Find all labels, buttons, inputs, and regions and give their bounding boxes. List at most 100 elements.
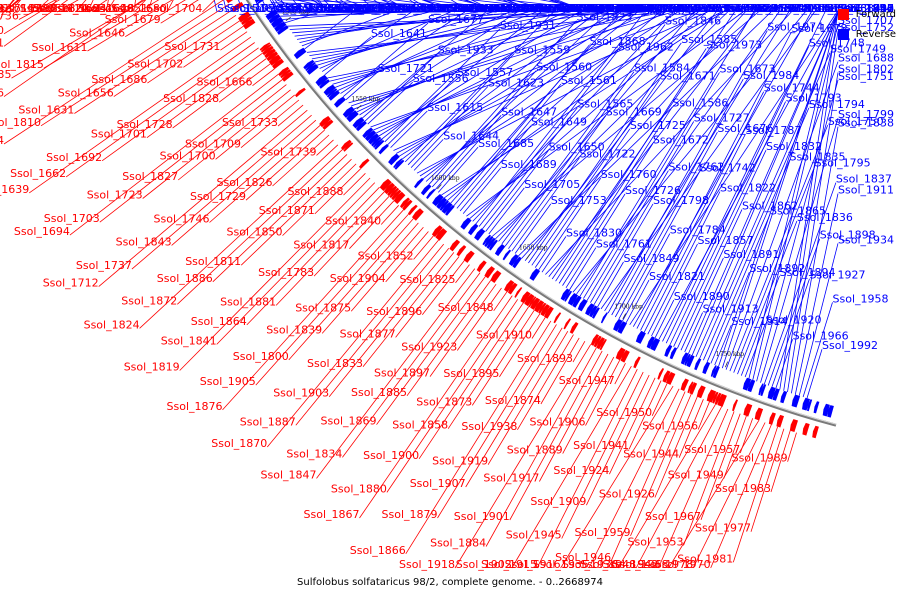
reverse-gene-arrow	[439, 200, 449, 211]
reverse-gene-arrow	[303, 59, 315, 70]
forward-gene-arrow	[238, 11, 251, 23]
leader-line	[798, 243, 839, 396]
forward-gene-label: Ssol_1956	[642, 420, 698, 433]
forward-gene-label: Ssol_1714	[32, 2, 88, 15]
reverse-gene-label: Ssol_1675	[664, 2, 720, 15]
reverse-gene-label: Ssol_1774	[707, 2, 763, 15]
leader-line	[457, 0, 514, 13]
reverse-gene-label: Ssol_1927	[810, 269, 866, 282]
leader-line	[240, 158, 352, 266]
forward-gene-label: Ssol_1959	[575, 526, 631, 539]
reverse-gene-label: Ssol_1937	[673, 2, 729, 15]
forward-gene-label: Ssol_1906	[530, 416, 586, 429]
reverse-gene-label: Ssol_1958	[833, 292, 889, 305]
forward-gene-label: Ssol_1611	[32, 41, 88, 54]
leader-line	[74, 9, 233, 114]
forward-gene-label: Ssol_1866	[350, 544, 406, 557]
leader-line	[269, 0, 279, 13]
reverse-gene-label: Ssol_1708	[838, 2, 894, 15]
reverse-gene-arrow	[589, 305, 598, 318]
leader-line	[342, 272, 481, 458]
reverse-gene-label: Ssol_1748	[809, 36, 865, 49]
reverse-gene-label: Ssol_1641	[371, 27, 427, 40]
reverse-gene-label: Ssol_1749	[830, 43, 886, 56]
forward-gene-label: Ssol_1739	[261, 145, 317, 158]
forward-gene-arrow	[264, 48, 276, 59]
leader-line	[501, 24, 666, 245]
reverse-gene-label: Ssol_1517	[328, 2, 384, 15]
leader-line	[622, 233, 671, 322]
leader-line	[406, 280, 492, 397]
forward-gene-arrow	[341, 139, 352, 151]
reverse-gene-label: Ssol_1640	[606, 2, 662, 15]
leader-line	[183, 25, 244, 68]
forward-gene-arrow	[514, 287, 523, 298]
tick-label: 1500 kbp	[281, 9, 310, 16]
forward-gene-arrow	[714, 392, 722, 405]
leader-line	[405, 320, 552, 555]
leader-line	[791, 126, 839, 394]
reverse-gene-label: Ssol_1724	[632, 2, 688, 15]
reverse-gene-label: Ssol_1805	[556, 2, 612, 15]
forward-gene-label: Ssol_1630	[0, 2, 4, 15]
forward-gene-label: Ssol_1884	[430, 537, 486, 550]
reverse-gene-label: Ssol_1788	[329, 2, 385, 15]
reverse-gene-arrow	[334, 96, 346, 108]
reverse-gene-label: Ssol_1578	[472, 2, 528, 15]
leader-line	[393, 11, 708, 151]
leader-line	[343, 173, 366, 196]
reverse-gene-label: Ssol_1685	[478, 137, 534, 150]
leader-line	[654, 299, 675, 338]
leader-line	[534, 128, 631, 268]
reverse-gene-label: Ssol_1868	[590, 35, 646, 48]
leader-line	[771, 278, 810, 387]
leader-line	[511, 157, 580, 252]
forward-gene-arrow	[530, 297, 541, 310]
leader-line	[18, 0, 57, 20]
reverse-gene-label: Ssol_1770	[227, 2, 283, 15]
leader-line	[466, 11, 744, 217]
leader-line	[536, 369, 638, 569]
reverse-gene-label: Ssol_1757	[361, 2, 417, 15]
forward-gene-label: Ssol_1886	[157, 272, 213, 285]
reverse-gene-arrow	[305, 62, 316, 72]
leader-line	[245, 129, 325, 201]
reverse-gene-label: Ssol_1751	[838, 70, 894, 83]
forward-gene-arrow	[379, 178, 392, 191]
forward-gene-label: Ssol_1917	[483, 472, 539, 485]
leader-line	[499, 313, 541, 378]
leader-line	[462, 167, 502, 214]
reverse-gene-label: Ssol_1781	[541, 2, 597, 15]
reverse-gene-label: Ssol_1785	[554, 2, 610, 15]
leader-line	[669, 101, 786, 346]
forward-gene-label: Ssol_1600	[78, 2, 134, 15]
forward-gene-label: Ssol_1850	[227, 226, 283, 239]
forward-gene-label: Ssol_1815	[0, 58, 44, 71]
leader-line	[600, 11, 815, 310]
reverse-gene-arrow	[484, 236, 494, 248]
leader-line	[277, 104, 304, 127]
reverse-gene-label: Ssol_1649	[531, 116, 587, 129]
leader-line	[541, 236, 567, 273]
reverse-gene-label: Ssol_1814	[549, 2, 605, 15]
forward-gene-label: Ssol_1666	[197, 76, 253, 89]
reverse-gene-arrow	[758, 383, 764, 396]
leader-line	[376, 11, 620, 134]
reverse-gene-label: Ssol_1853	[716, 2, 772, 15]
leader-line	[40, 3, 230, 127]
forward-gene-label: Ssol_1800	[233, 350, 289, 363]
reverse-gene-label: Ssol_1673	[720, 62, 776, 75]
forward-gene-label: Ssol_1957	[684, 443, 740, 456]
leader-line	[583, 72, 720, 299]
reverse-gene-label: Ssol_1586	[672, 97, 728, 110]
forward-gene-label: Ssol_1652	[0, 2, 4, 15]
reverse-gene-arrow	[827, 405, 834, 418]
leader-line	[270, 2, 590, 13]
forward-gene-label: Ssol_1686	[91, 73, 147, 86]
forward-gene-label: Ssol_1826	[217, 176, 273, 189]
forward-gene-label: Ssol_1858	[392, 419, 448, 432]
forward-gene-arrow	[280, 69, 291, 79]
reverse-gene-label: Ssol_1761	[596, 238, 652, 251]
forward-gene-arrow	[776, 414, 784, 428]
forward-gene-label: Ssol_1953	[628, 536, 684, 549]
